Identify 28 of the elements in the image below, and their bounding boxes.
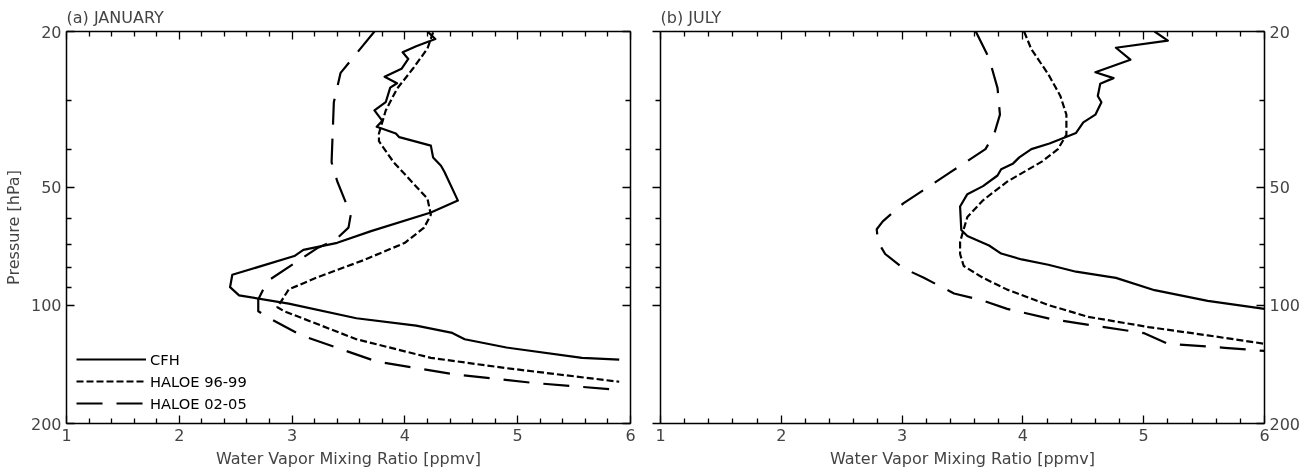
x-tick-label: 4 (1017, 425, 1028, 445)
y-tick-label: 50 (41, 178, 62, 198)
legend-label: CFH (150, 350, 180, 368)
y-tick-label: 100 (1269, 296, 1301, 316)
chart-title: (b) JULY (660, 7, 722, 27)
x-axis-title: Water Vapor Mixing Ratio [ppmv] (829, 448, 1096, 468)
y-tick-label: 20 (41, 22, 62, 42)
x-axis-title: Water Vapor Mixing Ratio [ppmv] (215, 448, 482, 468)
y-tick-label: 100 (30, 296, 62, 316)
x-tick-label: 3 (897, 425, 908, 445)
x-tick-label: 5 (512, 425, 523, 445)
x-tick-label: 6 (1259, 425, 1270, 445)
x-tick-label: 1 (61, 425, 72, 445)
x-tick-label: 6 (625, 425, 636, 445)
x-tick-label: 5 (1138, 425, 1149, 445)
x-tick-label: 2 (174, 425, 185, 445)
y-tick-label: 200 (1269, 414, 1301, 434)
legend-label: HALOE 02-05 (150, 394, 247, 412)
x-tick-label: 4 (399, 425, 410, 445)
y-axis-title: Pressure [hPa] (3, 170, 23, 285)
x-tick-label: 1 (655, 425, 666, 445)
chart-title: (a) JANUARY (66, 7, 164, 27)
x-tick-label: 3 (287, 425, 298, 445)
y-tick-label: 20 (1269, 22, 1290, 42)
y-tick-label: 200 (30, 414, 62, 434)
legend-label: HALOE 96-99 (150, 372, 247, 390)
x-tick-label: 2 (776, 425, 787, 445)
y-tick-label: 50 (1269, 178, 1290, 198)
